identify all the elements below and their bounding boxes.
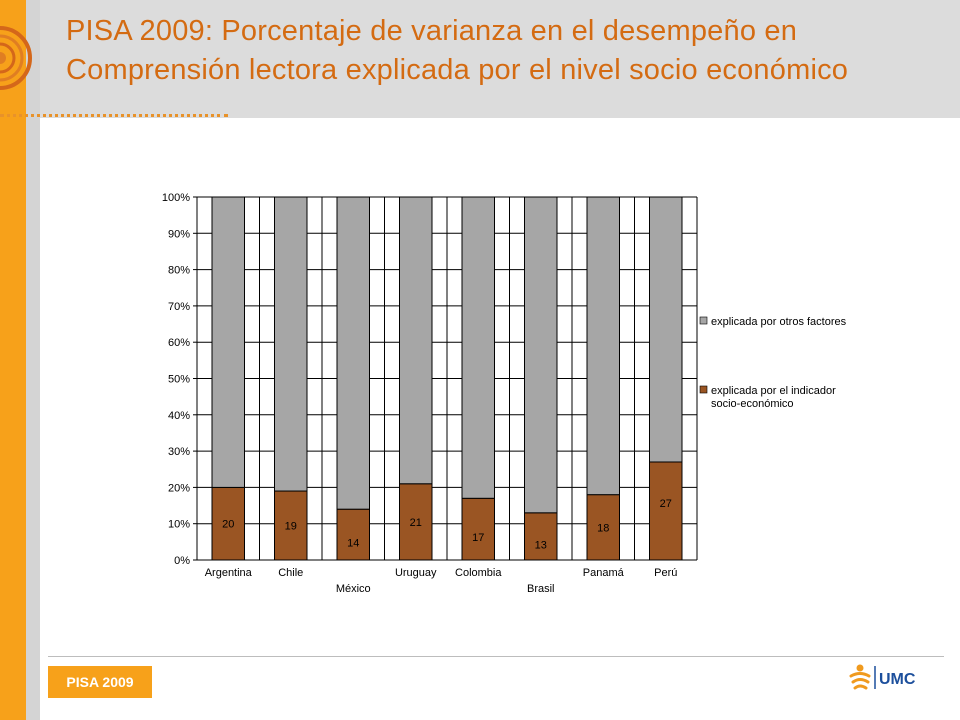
y-tick-label: 60% xyxy=(168,337,190,349)
x-tick-label: Brasil xyxy=(527,583,555,595)
data-label: 18 xyxy=(597,522,609,534)
legend-label: explicada por el indicador xyxy=(711,385,836,397)
page-title: PISA 2009: Porcentaje de varianza en el … xyxy=(66,15,849,86)
x-tick-label: Argentina xyxy=(205,567,253,579)
data-label: 21 xyxy=(410,517,422,529)
sun-logo-icon xyxy=(0,18,34,98)
footer-badge: PISA 2009 xyxy=(48,666,152,698)
x-tick-label: Uruguay xyxy=(395,567,437,579)
data-label: 17 xyxy=(472,532,484,544)
bar-socio-economico xyxy=(649,461,683,561)
y-tick-label: 100% xyxy=(162,192,190,204)
left-gray-stripe xyxy=(26,0,40,720)
umc-figure-icon xyxy=(849,664,876,690)
y-tick-label: 10% xyxy=(168,519,190,531)
x-tick-label: Perú xyxy=(654,567,677,579)
data-label: 27 xyxy=(660,498,672,510)
bar-otros-factores xyxy=(586,196,620,496)
x-tick-label: Colombia xyxy=(455,567,502,579)
footer-divider xyxy=(48,656,944,657)
legend-swatch-otros xyxy=(699,316,708,325)
dotted-divider xyxy=(0,114,228,121)
y-tick-label: 90% xyxy=(168,228,190,240)
y-tick-label: 80% xyxy=(168,265,190,277)
data-label: 19 xyxy=(285,521,297,533)
bar-otros-factores xyxy=(649,196,683,463)
y-tick-label: 30% xyxy=(168,446,190,458)
bar-otros-factores xyxy=(336,196,370,510)
bar-otros-factores xyxy=(524,196,558,514)
umc-logo-text: UMC xyxy=(879,671,916,688)
bar-otros-factores xyxy=(274,196,308,492)
stacked-bar-chart: 0% 10% 20% 30% 40% 50% 60% 70% 80% 90% 100% 20 Argen… xyxy=(162,192,847,595)
legend-swatch-socio xyxy=(699,385,708,394)
data-label: 13 xyxy=(535,539,547,551)
bar-socio-economico xyxy=(524,512,558,561)
left-accent-bar xyxy=(0,0,26,720)
chart-container: 0% 10% 20% 30% 40% 50% 60% 70% 80% 90% 100% 20 Argen… xyxy=(140,180,900,605)
y-tick-label: 0% xyxy=(174,555,190,567)
x-tick-label: México xyxy=(336,583,371,595)
bar-socio-economico xyxy=(336,508,370,561)
bar-otros-factores xyxy=(211,196,245,488)
bar-otros-factores xyxy=(461,196,495,499)
x-tick-label: Panamá xyxy=(583,567,625,579)
legend-label: explicada por otros factores xyxy=(711,316,847,328)
y-tick-label: 50% xyxy=(168,374,190,386)
y-tick-label: 20% xyxy=(168,482,190,494)
data-label: 20 xyxy=(222,519,234,531)
bar-socio-economico xyxy=(461,497,495,561)
umc-logo: UMC xyxy=(849,664,916,690)
bar-socio-economico xyxy=(274,490,308,561)
header-band xyxy=(40,0,960,118)
x-tick-label: Chile xyxy=(278,567,303,579)
y-tick-label: 40% xyxy=(168,410,190,422)
data-label: 14 xyxy=(347,538,359,550)
y-tick-label: 70% xyxy=(168,301,190,313)
bar-otros-factores xyxy=(399,196,433,485)
legend-label: socio-económico xyxy=(711,398,794,410)
bar-socio-economico xyxy=(586,494,620,561)
